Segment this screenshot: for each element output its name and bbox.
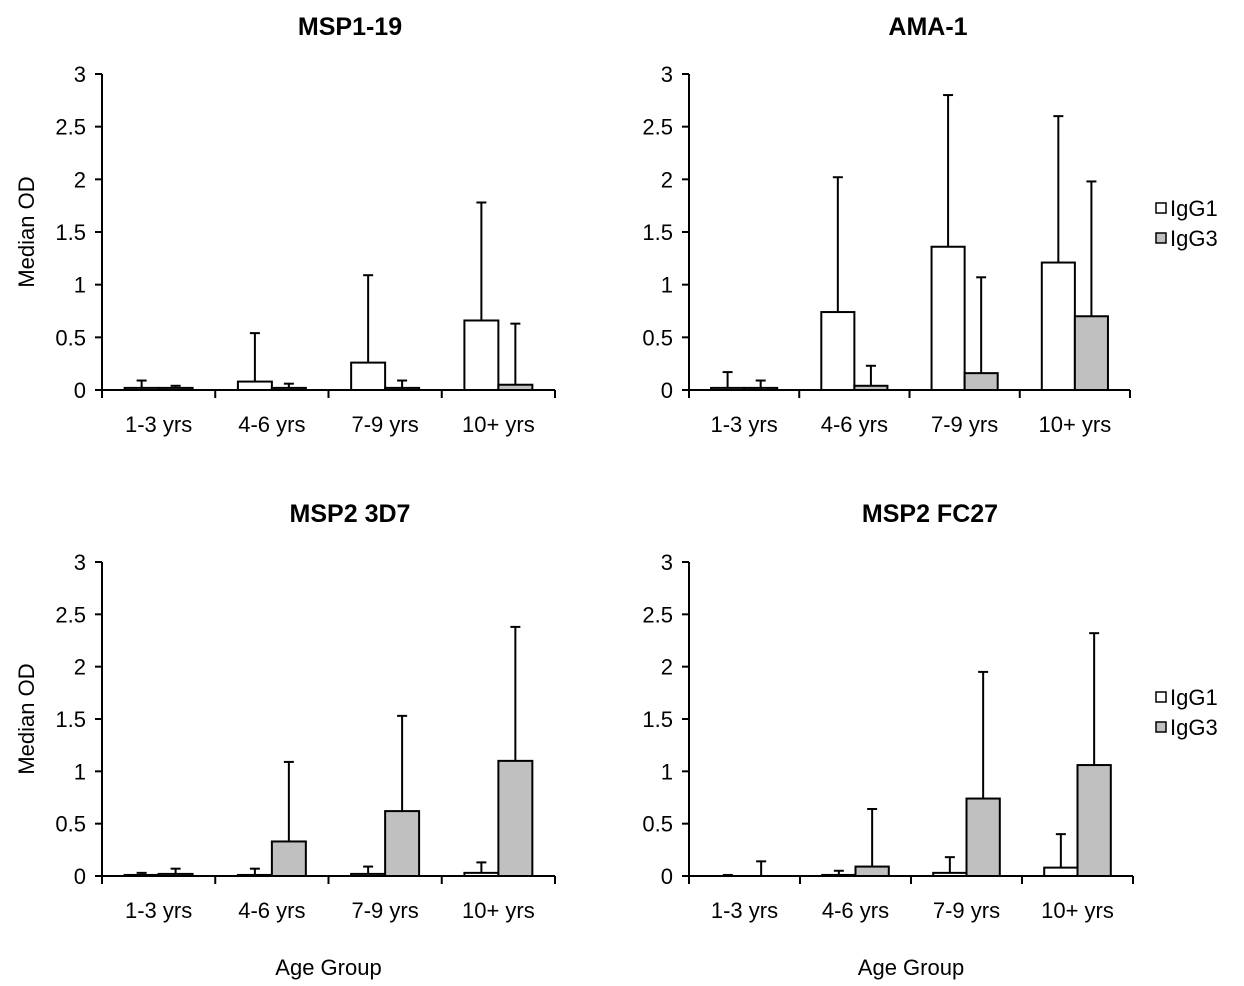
y-tick-label: 2.5 bbox=[642, 115, 673, 140]
bar-igg1 bbox=[350, 361, 387, 392]
legend-swatch-igg1 bbox=[1155, 691, 1167, 703]
bar-igg3 bbox=[497, 383, 534, 392]
y-tick-label: 1 bbox=[74, 273, 86, 298]
x-tick-label: 7-9 yrs bbox=[352, 898, 419, 923]
x-tick-label: 1-3 yrs bbox=[125, 412, 192, 437]
y-tick-label: 0.5 bbox=[55, 325, 86, 350]
bar-igg3 bbox=[853, 384, 889, 391]
chart-title: MSP2 3D7 bbox=[290, 500, 411, 528]
x-tick-label: 4-6 yrs bbox=[822, 898, 889, 923]
y-axis-label: Median OD bbox=[14, 176, 39, 287]
chart-panel-3: MSP2 3D7 0 0.5 1 1.5 2 2.5 3 Median OD 1-3 yrs 4-6… bbox=[14, 500, 556, 980]
y-tick-label: 1 bbox=[661, 273, 673, 298]
y-tick-label: 2.5 bbox=[642, 602, 673, 627]
bar-igg3 bbox=[270, 840, 307, 878]
x-tick-label: 10+ yrs bbox=[462, 412, 535, 437]
y-tick-label: 3 bbox=[74, 550, 86, 575]
y-tick-label: 1 bbox=[74, 759, 86, 784]
chart-title: MSP2 FC27 bbox=[862, 500, 998, 528]
y-tick-label: 1.5 bbox=[55, 707, 86, 732]
chart-panel-2: AMA-1 0 0.5 1 1.5 2 2.5 3 1-3 yrs 4-6 yrs 7-9 yrs 1… bbox=[642, 13, 1217, 437]
bar-igg1 bbox=[350, 872, 387, 878]
y-tick-label: 2 bbox=[74, 167, 86, 192]
x-tick-label: 4-6 yrs bbox=[238, 412, 305, 437]
x-tick-label: 10+ yrs bbox=[1038, 412, 1111, 437]
chart-title: MSP1-19 bbox=[298, 13, 402, 41]
bar-igg1 bbox=[932, 871, 968, 877]
bar-igg1 bbox=[463, 319, 500, 392]
legend-label-igg1: IgG1 bbox=[1170, 685, 1218, 710]
legend-swatch-igg1 bbox=[1155, 202, 1167, 214]
y-tick-label: 0 bbox=[74, 378, 86, 403]
x-tick-label: 10+ yrs bbox=[1041, 898, 1114, 923]
x-tick-label: 4-6 yrs bbox=[238, 898, 305, 923]
x-axis-label: Age Group bbox=[275, 955, 381, 980]
bar-igg1 bbox=[236, 873, 273, 877]
y-tick-label: 1 bbox=[661, 759, 673, 784]
legend-swatch-igg3 bbox=[1155, 721, 1167, 733]
bar-igg1 bbox=[123, 873, 160, 877]
legend: IgG1 IgG3 bbox=[1155, 196, 1218, 251]
y-tick-label: 0 bbox=[661, 864, 673, 889]
bar-igg3 bbox=[384, 810, 421, 878]
x-tick-label: 7-9 yrs bbox=[352, 412, 419, 437]
chart-panel-4: MSP2 FC27 0 0.5 1 1.5 2 2.5 3 1-3 yrs 4-6 yrs 7-9 … bbox=[642, 500, 1217, 980]
bar-igg1 bbox=[463, 871, 500, 877]
y-tick-label: 0.5 bbox=[55, 812, 86, 837]
bar-igg1 bbox=[123, 386, 160, 392]
y-tick-label: 3 bbox=[661, 62, 673, 87]
x-tick-label: 1-3 yrs bbox=[711, 898, 778, 923]
bar-igg3 bbox=[1076, 764, 1112, 878]
y-tick-label: 2 bbox=[661, 167, 673, 192]
y-tick-label: 2.5 bbox=[55, 115, 86, 140]
y-tick-label: 3 bbox=[74, 62, 86, 87]
bar-igg1 bbox=[821, 873, 857, 877]
bar-igg1 bbox=[236, 380, 273, 391]
y-tick-label: 0 bbox=[74, 864, 86, 889]
legend-swatch-igg3 bbox=[1155, 232, 1167, 244]
x-tick-label: 1-3 yrs bbox=[125, 898, 192, 923]
x-axis-label: Age Group bbox=[858, 955, 964, 980]
bar-igg3 bbox=[157, 872, 194, 878]
y-tick-label: 0.5 bbox=[642, 812, 673, 837]
x-tick-label: 10+ yrs bbox=[462, 898, 535, 923]
legend-label-igg1: IgG1 bbox=[1170, 196, 1218, 221]
x-tick-label: 1-3 yrs bbox=[711, 412, 778, 437]
y-tick-label: 2 bbox=[661, 655, 673, 680]
bar-igg3 bbox=[854, 865, 890, 878]
y-tick-label: 1.5 bbox=[55, 220, 86, 245]
bar-igg1 bbox=[820, 311, 856, 392]
y-axis-label: Median OD bbox=[14, 663, 39, 774]
bar-igg3 bbox=[384, 386, 421, 392]
x-tick-label: 4-6 yrs bbox=[821, 412, 888, 437]
legend: IgG1 IgG3 bbox=[1155, 685, 1218, 740]
legend-label-igg3: IgG3 bbox=[1170, 715, 1218, 740]
bar-igg3 bbox=[270, 386, 307, 392]
x-tick-label: 7-9 yrs bbox=[931, 412, 998, 437]
bar-igg1 bbox=[930, 245, 966, 391]
bar-igg3 bbox=[1073, 315, 1109, 391]
y-tick-label: 1.5 bbox=[642, 220, 673, 245]
bar-igg3 bbox=[743, 386, 779, 392]
x-tick-label: 7-9 yrs bbox=[933, 898, 1000, 923]
bar-igg3 bbox=[963, 372, 999, 391]
bar-igg3 bbox=[497, 759, 534, 877]
bar-igg1 bbox=[1043, 866, 1079, 877]
bar-igg1 bbox=[1040, 261, 1076, 391]
y-tick-label: 2.5 bbox=[55, 602, 86, 627]
chart-panel-1: MSP1-19 0 0.5 1 1.5 2 2.5 3 Median OD 1-3 yrs 4-6 … bbox=[14, 13, 556, 437]
y-tick-label: 3 bbox=[661, 550, 673, 575]
bar-igg3 bbox=[157, 386, 194, 392]
y-tick-label: 0.5 bbox=[642, 325, 673, 350]
y-tick-label: 0 bbox=[661, 378, 673, 403]
bar-igg1 bbox=[710, 386, 746, 392]
y-tick-label: 1.5 bbox=[642, 707, 673, 732]
chart-title: AMA-1 bbox=[888, 13, 967, 41]
y-tick-label: 2 bbox=[74, 655, 86, 680]
legend-label-igg3: IgG3 bbox=[1170, 226, 1218, 251]
bar-igg3 bbox=[965, 797, 1001, 878]
